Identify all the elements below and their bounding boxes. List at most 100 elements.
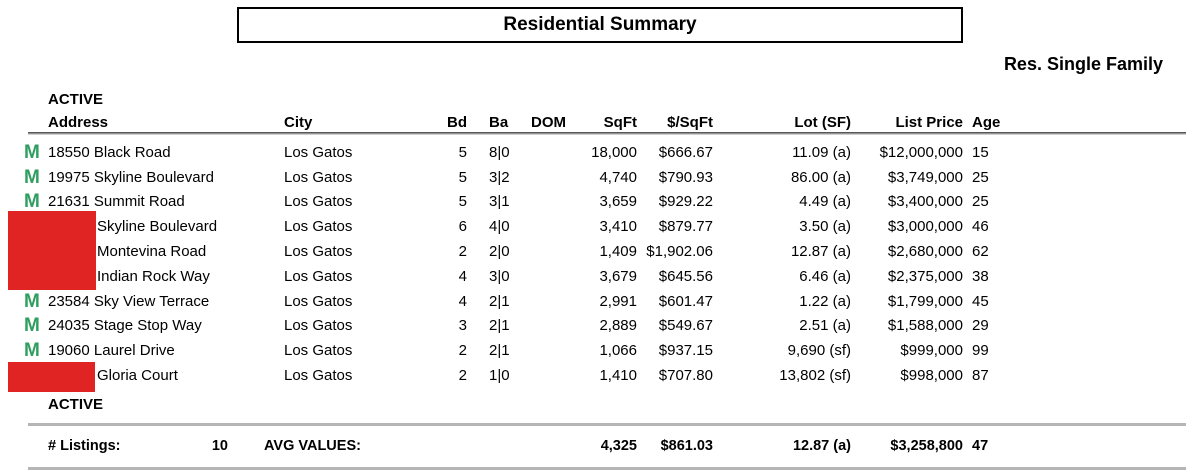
- summary-row: # Listings: 10 AVG VALUES: 4,325 $861.03…: [0, 435, 1196, 457]
- cell-list-price: $3,749,000: [887, 168, 963, 186]
- cell-city: Los Gatos: [284, 193, 353, 211]
- table-row: M 23584 Sky View Terrace Los Gatos 4 2|1…: [0, 289, 1196, 314]
- cell-list-price: $998,000: [900, 367, 963, 385]
- mls-logo-icon[interactable]: M: [24, 290, 40, 312]
- cell-sqft: 1,410: [599, 367, 637, 385]
- avg-list-price: $3,258,800: [890, 438, 963, 454]
- table-header-row: Address City Bd Ba DOM SqFt $/SqFt Lot (…: [0, 111, 1196, 131]
- avg-values-label: AVG VALUES:: [264, 438, 361, 454]
- cell-lot: 1.22 (a): [799, 292, 851, 310]
- cell-city: Los Gatos: [284, 218, 353, 236]
- title-box: Residential Summary: [237, 7, 963, 43]
- cell-price-per-sqft: $645.56: [658, 267, 713, 285]
- cell-list-price: $3,400,000: [887, 193, 963, 211]
- cell-list-price: $2,375,000: [887, 267, 963, 285]
- table-row: Indian Rock Way Los Gatos 4 3|0 3,679 $6…: [0, 264, 1196, 289]
- cell-bd: 2: [458, 243, 467, 261]
- page-title: Residential Summary: [503, 14, 697, 35]
- mls-logo-icon[interactable]: M: [24, 141, 40, 163]
- mls-logo-icon[interactable]: M: [24, 315, 40, 337]
- cell-sqft: 3,659: [599, 193, 637, 211]
- cell-bd: 2: [458, 367, 467, 385]
- cell-sqft: 1,409: [599, 243, 637, 261]
- cell-list-price: $999,000: [900, 342, 963, 360]
- header-dom: DOM: [531, 114, 566, 131]
- cell-city: Los Gatos: [284, 342, 353, 360]
- cell-sqft: 4,740: [599, 168, 637, 186]
- cell-bd: 2: [458, 342, 467, 360]
- cell-bd: 5: [458, 168, 467, 186]
- cell-sqft: 2,889: [599, 317, 637, 335]
- cell-ba: 4|0: [489, 218, 510, 236]
- table-row: M 19060 Laurel Drive Los Gatos 2 2|1 1,0…: [0, 338, 1196, 363]
- cell-city: Los Gatos: [284, 317, 353, 335]
- cell-list-price: $1,588,000: [887, 317, 963, 335]
- summary-top-divider: [28, 423, 1186, 426]
- cell-address: 23584 Sky View Terrace: [48, 292, 210, 310]
- cell-address: Indian Rock Way: [97, 267, 210, 285]
- cell-ba: 2|1: [489, 317, 510, 335]
- cell-price-per-sqft: $601.47: [658, 292, 713, 310]
- cell-age: 15: [972, 143, 989, 161]
- cell-lot: 86.00 (a): [790, 168, 851, 186]
- cell-lot: 12.87 (a): [790, 243, 851, 261]
- cell-age: 25: [972, 193, 989, 211]
- cell-bd: 5: [458, 193, 467, 211]
- cell-age: 99: [972, 342, 989, 360]
- header-divider: [28, 132, 1186, 135]
- cell-sqft: 3,410: [599, 218, 637, 236]
- cell-address: 19975 Skyline Boulevard: [48, 168, 214, 186]
- header-list-price: List Price: [895, 114, 963, 131]
- cell-price-per-sqft: $1,902.06: [646, 243, 713, 261]
- report-subtitle: Res. Single Family: [1003, 54, 1163, 74]
- redaction-block: [8, 211, 96, 290]
- cell-age: 62: [972, 243, 989, 261]
- table-row: Montevina Road Los Gatos 2 2|0 1,409 $1,…: [0, 239, 1196, 264]
- cell-city: Los Gatos: [284, 267, 353, 285]
- cell-age: 87: [972, 367, 989, 385]
- cell-lot: 11.09 (a): [792, 143, 851, 161]
- table-row: M 24035 Stage Stop Way Los Gatos 3 2|1 2…: [0, 314, 1196, 339]
- header-lot: Lot (SF): [794, 114, 851, 131]
- cell-ba: 2|1: [489, 292, 510, 310]
- cell-age: 29: [972, 317, 989, 335]
- header-age: Age: [972, 114, 1001, 131]
- cell-price-per-sqft: $929.22: [658, 193, 713, 211]
- avg-lot: 12.87 (a): [792, 438, 851, 454]
- cell-ba: 1|0: [489, 367, 510, 385]
- cell-price-per-sqft: $549.67: [658, 317, 713, 335]
- header-city: City: [284, 114, 313, 131]
- cell-sqft: 2,991: [599, 292, 637, 310]
- table-row: Gloria Court Los Gatos 2 1|0 1,410 $707.…: [0, 363, 1196, 388]
- cell-ba: 8|0: [489, 143, 510, 161]
- cell-sqft: 3,679: [599, 267, 637, 285]
- mls-logo-icon[interactable]: M: [24, 191, 40, 213]
- cell-list-price: $3,000,000: [887, 218, 963, 236]
- cell-ba: 3|0: [489, 267, 510, 285]
- mls-logo-icon[interactable]: M: [24, 340, 40, 362]
- cell-ba: 3|1: [489, 193, 510, 211]
- cell-bd: 4: [458, 267, 467, 285]
- cell-sqft: 1,066: [599, 342, 637, 360]
- cell-price-per-sqft: $707.80: [658, 367, 713, 385]
- cell-age: 38: [972, 267, 989, 285]
- cell-lot: 13,802 (sf): [779, 367, 851, 385]
- cell-age: 45: [972, 292, 989, 310]
- cell-address: Gloria Court: [97, 367, 178, 385]
- cell-lot: 6.46 (a): [799, 267, 851, 285]
- avg-sqft: 4,325: [600, 438, 637, 454]
- table-body: M 18550 Black Road Los Gatos 5 8|0 18,00…: [0, 140, 1196, 388]
- section-label-active-footer: ACTIVE: [48, 396, 104, 413]
- header-price-per-sqft: $/SqFt: [667, 114, 713, 131]
- cell-address: 19060 Laurel Drive: [48, 342, 175, 360]
- cell-lot: 4.49 (a): [799, 193, 851, 211]
- cell-city: Los Gatos: [284, 367, 353, 385]
- cell-price-per-sqft: $879.77: [658, 218, 713, 236]
- cell-bd: 4: [458, 292, 467, 310]
- avg-age: 47: [972, 438, 989, 454]
- mls-logo-icon[interactable]: M: [24, 166, 40, 188]
- cell-bd: 3: [458, 317, 467, 335]
- cell-bd: 5: [458, 143, 467, 161]
- cell-sqft: 18,000: [591, 143, 637, 161]
- cell-address: Skyline Boulevard: [97, 218, 218, 236]
